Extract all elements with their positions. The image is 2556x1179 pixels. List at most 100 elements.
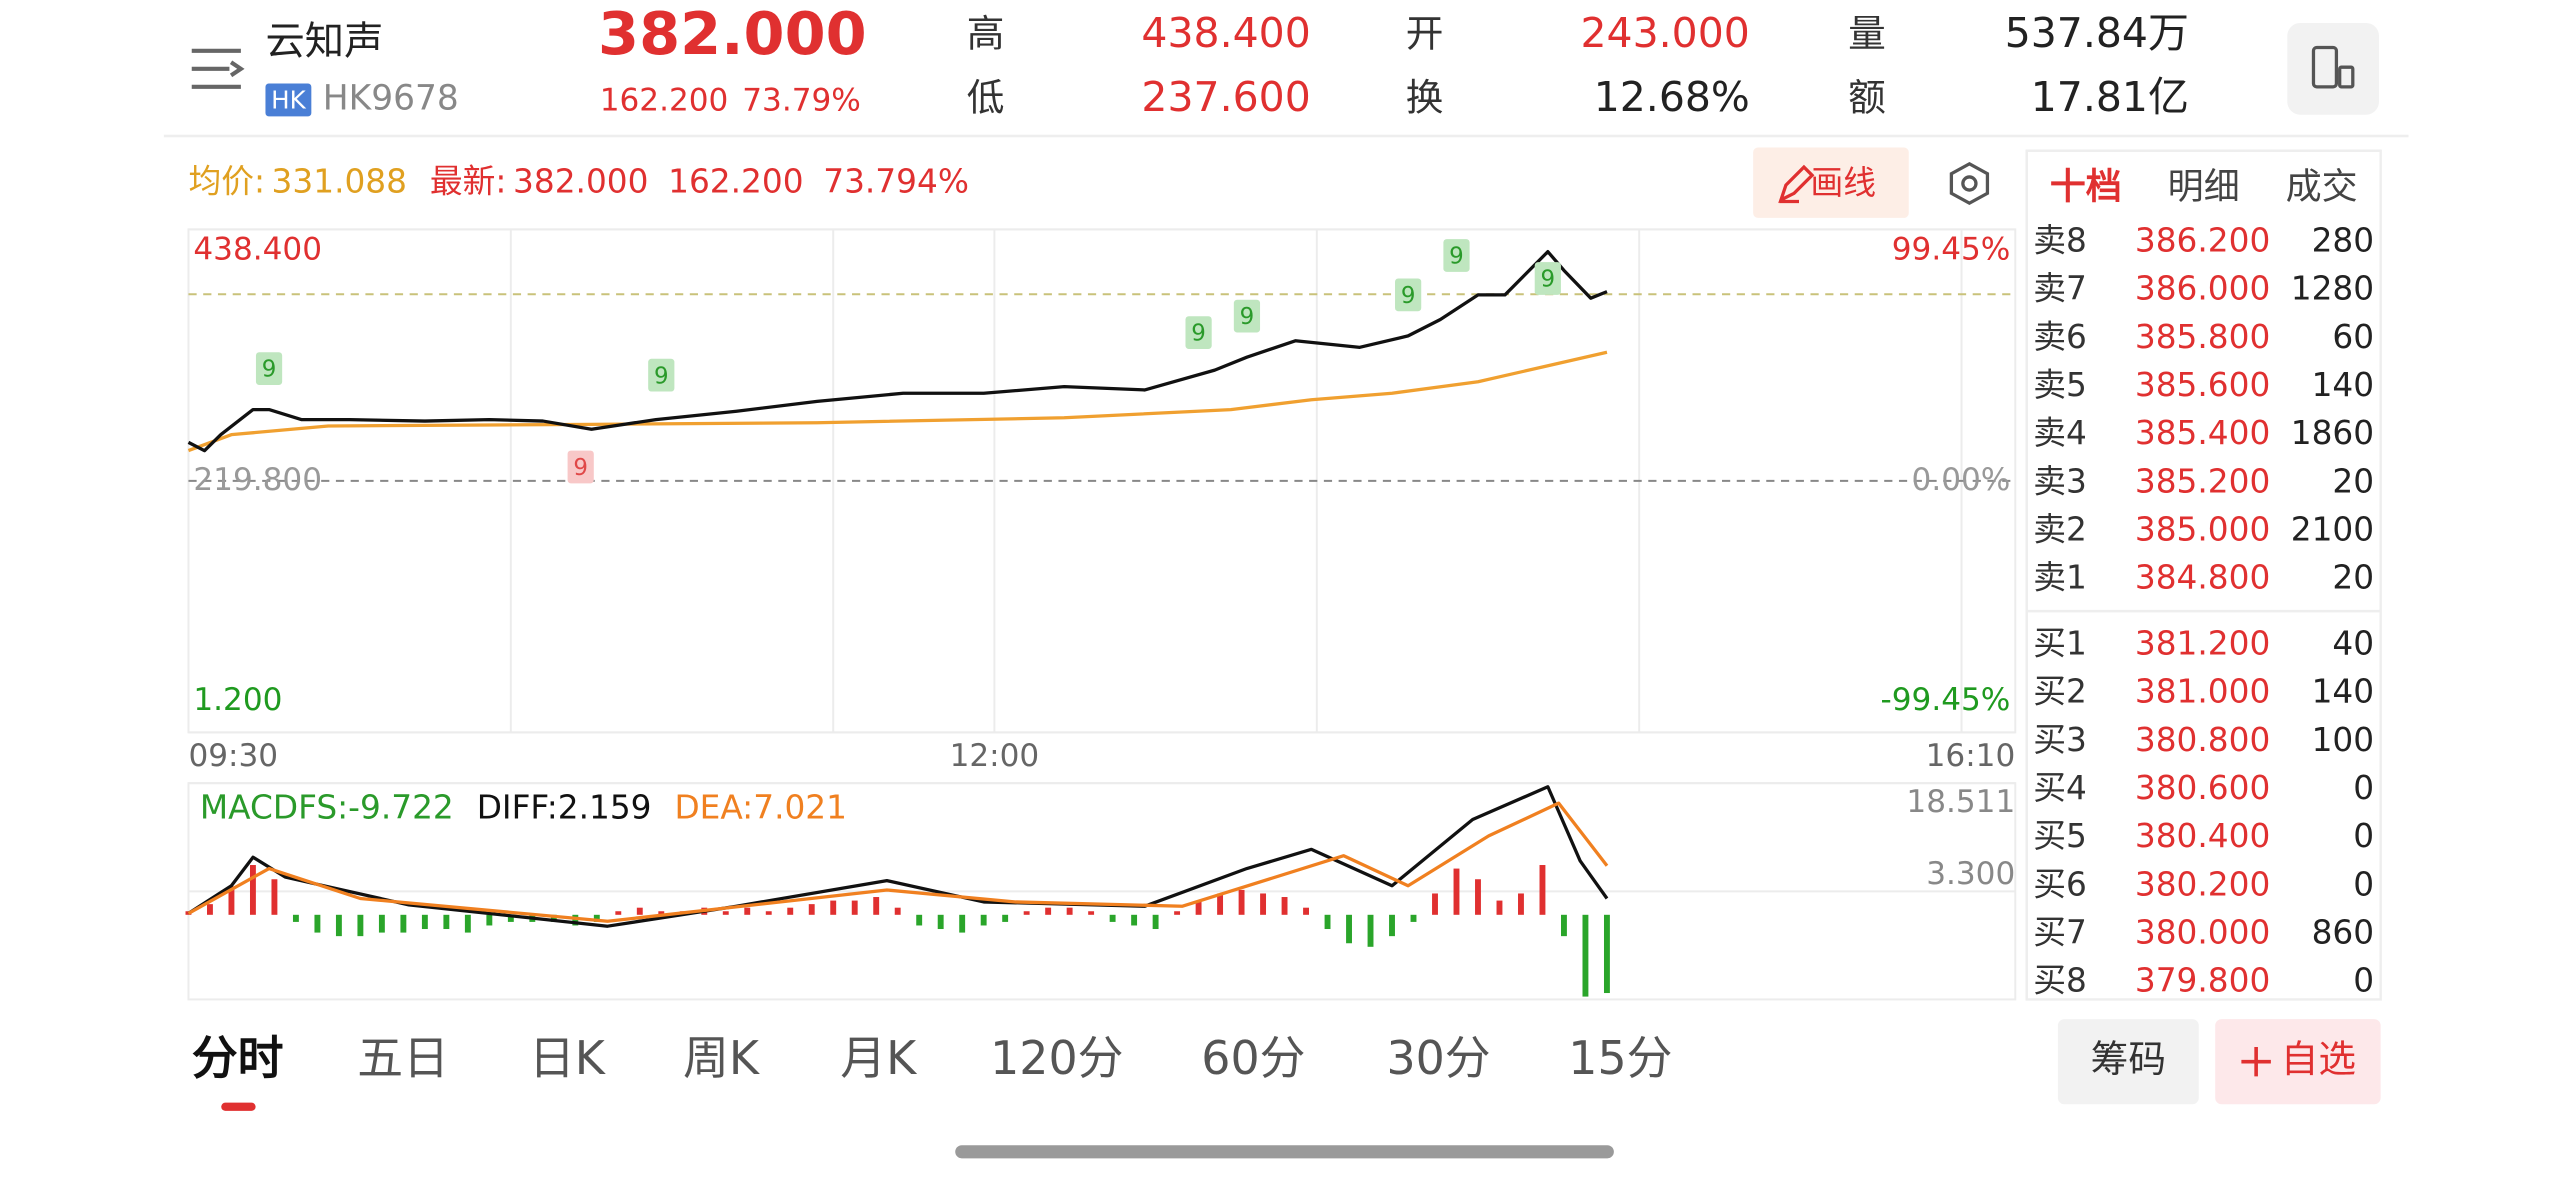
- signal-tag: [648, 358, 675, 392]
- macd-bar: [1217, 893, 1224, 915]
- period-tab[interactable]: 日K: [529, 1031, 607, 1085]
- book-tab[interactable]: 成交: [2286, 166, 2358, 207]
- signal-label: 9: [1401, 283, 1416, 309]
- book-price: 380.600: [2135, 769, 2270, 807]
- signal-label: 9: [1191, 321, 1206, 347]
- book-label: 买4: [2033, 769, 2087, 807]
- period-tab[interactable]: 15分: [1568, 1031, 1672, 1085]
- chips-button[interactable]: [2057, 1019, 2199, 1105]
- info-item: 162.200: [668, 163, 803, 201]
- book-tab[interactable]: 明细: [2168, 166, 2240, 207]
- stat-label: 低: [967, 75, 1005, 119]
- settings-icon[interactable]: [1949, 161, 1990, 206]
- signal-tag: [255, 352, 283, 385]
- period-tab[interactable]: 30分: [1386, 1031, 1490, 1085]
- button-label[interactable]: 筹码: [2091, 1037, 2166, 1081]
- signal-tag: [1233, 299, 1261, 333]
- average-line: [187, 350, 1608, 453]
- legend-name: MACDFS:: [200, 788, 348, 826]
- watchlist-button[interactable]: [2215, 1019, 2381, 1105]
- macd-bar: [1045, 907, 1052, 915]
- book-label: 买5: [2033, 817, 2087, 855]
- stock-code: HK9678: [323, 78, 459, 118]
- macd-bar: [1109, 914, 1116, 922]
- change-pct: 73.79%: [742, 83, 861, 119]
- device-button[interactable]: [2287, 22, 2380, 115]
- macd-bar: [507, 914, 514, 922]
- macd-bar: [937, 914, 944, 930]
- book-price: 386.200: [2135, 221, 2270, 259]
- book-volume: 0: [2353, 817, 2374, 855]
- macd-bar: [722, 911, 729, 915]
- signal-label: 9: [654, 363, 669, 389]
- macd-line: [187, 801, 1609, 923]
- book-volume: 1280: [2291, 270, 2374, 308]
- macd-bar: [1195, 900, 1202, 915]
- macd-bar: [1346, 914, 1352, 944]
- y-tick-label: 1.200: [193, 682, 282, 718]
- signal-label: 9: [1541, 267, 1556, 293]
- signal-tag: [1185, 316, 1212, 349]
- book-label: 卖3: [2033, 462, 2087, 500]
- book-price: 381.000: [2135, 673, 2270, 711]
- book-tab[interactable]: 十档: [2050, 166, 2122, 207]
- macd-bar: [1002, 914, 1009, 922]
- macd-bar: [249, 865, 256, 915]
- period-tab[interactable]: 月K: [840, 1031, 918, 1085]
- book-volume: 2100: [2291, 511, 2374, 549]
- stat-label: 开: [1406, 12, 1444, 56]
- book-price: 384.800: [2135, 559, 2270, 597]
- period-tab[interactable]: 五日: [357, 1031, 449, 1085]
- book-volume: 140: [2312, 673, 2375, 711]
- signal-label: 9: [1449, 244, 1464, 270]
- book-price: 385.400: [2135, 414, 2270, 452]
- info-bar: 均价: 331.088 最新: 382.000 162.200 73.794%: [188, 163, 968, 201]
- macd-bar: [1410, 914, 1417, 922]
- macd-tick-label: 18.511: [1906, 784, 2015, 820]
- stat-label: 高: [967, 12, 1005, 56]
- active-indicator: [221, 1102, 256, 1111]
- macd-bar: [1303, 907, 1309, 915]
- stat-value: 17.81亿: [2031, 73, 2189, 121]
- book-price: 380.200: [2135, 865, 2270, 903]
- stat-value: 537.84万: [2005, 9, 2189, 57]
- macd-bar: [228, 886, 235, 915]
- period-tab[interactable]: 120分: [990, 1031, 1123, 1085]
- macd-bar: [1066, 907, 1073, 915]
- book-volume: 20: [2332, 462, 2374, 500]
- book-volume: 280: [2312, 221, 2375, 259]
- signal-tag: [1443, 239, 1470, 272]
- macd-bar: [486, 914, 493, 926]
- book-volume: 60: [2332, 318, 2374, 356]
- legend-value: 2.159: [558, 788, 652, 826]
- macd-tick-label: 3.300: [1926, 856, 2015, 892]
- draw-label[interactable]: 画线: [1810, 164, 1876, 202]
- menu-icon[interactable]: [191, 48, 245, 89]
- signal-tag: [1395, 278, 1422, 312]
- legend-name: DEA:: [674, 788, 753, 826]
- stat-value: 243.000: [1581, 9, 1750, 57]
- market-badge: [265, 83, 312, 117]
- macd-bar: [378, 914, 385, 933]
- y-tick-label: 219.800: [193, 462, 322, 498]
- y2-tick-label: -99.45%: [1881, 682, 2011, 718]
- macd-legend: MACDFS:-9.722 DIFF:2.159 DEA:7.021: [200, 788, 847, 826]
- book-price: 380.800: [2135, 721, 2270, 759]
- period-tab[interactable]: 60分: [1201, 1031, 1305, 1085]
- macd-bar: [1518, 893, 1524, 915]
- book-label: 卖7: [2033, 270, 2087, 308]
- macd-bar: [421, 914, 428, 930]
- book-label: 卖4: [2033, 414, 2087, 452]
- legend-value: 7.021: [753, 788, 847, 826]
- draw-button[interactable]: [1753, 147, 1909, 218]
- button-label[interactable]: 自选: [2281, 1037, 2356, 1081]
- macd-bar: [636, 907, 643, 915]
- book-price: 386.000: [2135, 270, 2270, 308]
- book-volume: 860: [2312, 914, 2375, 952]
- macd-bar: [1281, 897, 1288, 915]
- book-label: 卖5: [2033, 366, 2087, 404]
- period-tab[interactable]: 分时: [192, 1031, 284, 1085]
- period-tab[interactable]: 周K: [683, 1031, 761, 1085]
